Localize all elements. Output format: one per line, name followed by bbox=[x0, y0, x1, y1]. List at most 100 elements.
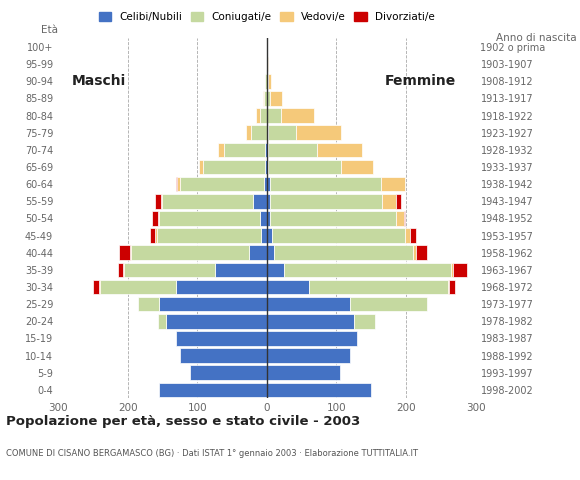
Bar bbox=[157, 228, 261, 243]
Bar bbox=[256, 108, 260, 123]
Bar bbox=[416, 245, 427, 260]
Bar bbox=[260, 108, 267, 123]
Bar bbox=[264, 177, 267, 192]
Text: Popolazione per età, sesso e stato civile - 2003: Popolazione per età, sesso e stato civil… bbox=[6, 415, 360, 428]
Bar bbox=[354, 314, 375, 328]
Bar bbox=[451, 263, 452, 277]
Bar bbox=[267, 314, 354, 328]
Bar bbox=[155, 228, 157, 243]
Bar bbox=[267, 228, 273, 243]
Bar bbox=[119, 245, 130, 260]
Bar bbox=[190, 365, 267, 380]
Bar bbox=[396, 211, 404, 226]
Bar bbox=[268, 125, 296, 140]
Bar bbox=[267, 245, 274, 260]
Bar bbox=[270, 194, 382, 208]
Bar bbox=[284, 263, 451, 277]
Bar bbox=[200, 160, 203, 174]
Bar bbox=[158, 211, 159, 226]
Bar bbox=[381, 177, 405, 192]
Bar bbox=[267, 74, 268, 88]
Bar bbox=[162, 194, 253, 208]
Bar bbox=[224, 143, 266, 157]
Bar bbox=[159, 297, 267, 312]
Bar bbox=[252, 125, 267, 140]
Bar bbox=[267, 143, 268, 157]
Bar bbox=[266, 160, 267, 174]
Bar bbox=[260, 211, 267, 226]
Bar bbox=[448, 280, 449, 294]
Bar bbox=[261, 228, 267, 243]
Text: Anno di nascita: Anno di nascita bbox=[496, 33, 577, 43]
Bar bbox=[267, 108, 281, 123]
Bar bbox=[152, 211, 158, 226]
Bar bbox=[253, 194, 267, 208]
Bar bbox=[176, 177, 177, 192]
Bar bbox=[267, 348, 350, 363]
Bar bbox=[296, 125, 341, 140]
Bar bbox=[118, 263, 124, 277]
Bar bbox=[155, 194, 161, 208]
Bar bbox=[246, 125, 252, 140]
Bar bbox=[452, 263, 466, 277]
Text: Maschi: Maschi bbox=[72, 74, 126, 88]
Bar bbox=[273, 228, 405, 243]
Bar bbox=[124, 263, 215, 277]
Bar bbox=[158, 314, 166, 328]
Bar bbox=[396, 194, 401, 208]
Bar bbox=[405, 228, 410, 243]
Bar bbox=[267, 177, 270, 192]
Bar bbox=[267, 57, 268, 72]
Bar bbox=[270, 177, 381, 192]
Bar bbox=[177, 177, 180, 192]
Bar bbox=[218, 143, 224, 157]
Bar bbox=[203, 160, 266, 174]
Bar bbox=[410, 228, 416, 243]
Bar bbox=[159, 383, 267, 397]
Bar bbox=[268, 143, 317, 157]
Bar bbox=[267, 365, 340, 380]
Bar bbox=[263, 91, 264, 106]
Bar bbox=[268, 74, 271, 88]
Text: Età: Età bbox=[41, 25, 58, 35]
Bar bbox=[382, 194, 396, 208]
Bar bbox=[215, 263, 267, 277]
Bar bbox=[267, 160, 268, 174]
Bar bbox=[249, 245, 267, 260]
Bar bbox=[268, 160, 341, 174]
Bar bbox=[130, 245, 131, 260]
Text: COMUNE DI CISANO BERGAMASCO (BG) · Dati ISTAT 1° gennaio 2003 · Elaborazione TUT: COMUNE DI CISANO BERGAMASCO (BG) · Dati … bbox=[6, 449, 418, 458]
Bar bbox=[267, 263, 284, 277]
Bar bbox=[99, 280, 100, 294]
Bar bbox=[176, 331, 267, 346]
Bar bbox=[413, 245, 416, 260]
Bar bbox=[267, 331, 357, 346]
Bar bbox=[341, 160, 372, 174]
Bar bbox=[176, 280, 267, 294]
Legend: Celibi/Nubili, Coniugati/e, Vedovi/e, Divorziati/e: Celibi/Nubili, Coniugati/e, Vedovi/e, Di… bbox=[95, 8, 439, 26]
Bar bbox=[138, 297, 159, 312]
Bar bbox=[274, 245, 413, 260]
Bar bbox=[100, 280, 176, 294]
Bar bbox=[166, 314, 267, 328]
Bar bbox=[267, 280, 309, 294]
Bar bbox=[161, 194, 162, 208]
Bar bbox=[267, 297, 350, 312]
Bar bbox=[180, 348, 267, 363]
Bar bbox=[267, 211, 270, 226]
Bar bbox=[267, 91, 270, 106]
Bar bbox=[159, 211, 260, 226]
Bar bbox=[267, 383, 371, 397]
Text: Femmine: Femmine bbox=[385, 74, 456, 88]
Bar bbox=[264, 91, 267, 106]
Bar bbox=[404, 211, 405, 226]
Bar bbox=[180, 177, 264, 192]
Bar bbox=[150, 228, 155, 243]
Bar bbox=[93, 280, 99, 294]
Bar bbox=[267, 125, 268, 140]
Bar bbox=[266, 143, 267, 157]
Bar bbox=[270, 91, 282, 106]
Bar bbox=[131, 245, 249, 260]
Bar bbox=[317, 143, 362, 157]
Bar bbox=[281, 108, 314, 123]
